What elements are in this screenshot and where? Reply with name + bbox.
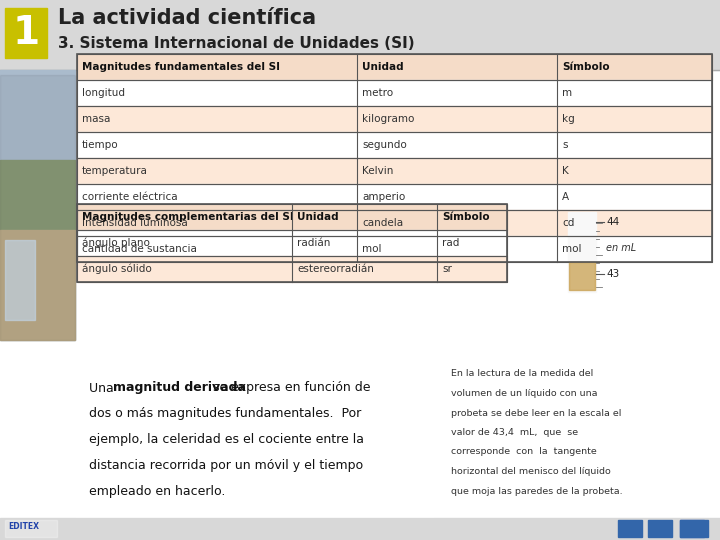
Bar [77,256,507,282]
Text: 1: 1 [12,14,40,52]
Text: Símbolo: Símbolo [562,62,610,72]
Bar [77,106,712,132]
Text: m: m [562,88,572,98]
Bar [77,158,712,184]
Bar [77,230,507,256]
Text: 44: 44 [606,217,619,227]
Text: se expresa en función de: se expresa en función de [209,381,371,395]
Bar [77,80,712,106]
Bar [77,54,712,80]
Bar [77,54,712,80]
Text: En la lectura de la medida del: En la lectura de la medida del [451,369,593,379]
Bar [0,75,75,340]
Bar [77,184,712,210]
Text: mol: mol [362,244,382,254]
Bar [77,106,712,132]
Text: estereorradián: estereorradián [297,264,374,274]
Text: empleado en hacerlo.: empleado en hacerlo. [89,485,225,498]
Text: que moja las paredes de la probeta.: que moja las paredes de la probeta. [451,487,623,496]
Bar [77,236,712,262]
Bar [0,70,720,540]
Text: metro: metro [362,88,393,98]
Text: Símbolo: Símbolo [442,212,490,222]
Text: probeta se debe leer en la escala el: probeta se debe leer en la escala el [451,408,621,417]
Bar [648,520,672,537]
Bar [569,262,595,290]
Bar [77,132,712,158]
Text: magnitud derivada: magnitud derivada [113,381,246,395]
Text: 3. Sistema Internacional de Unidades (SI): 3. Sistema Internacional de Unidades (SI… [58,36,415,51]
Bar [0,70,75,160]
Bar [5,240,35,320]
Bar [77,158,712,184]
Bar [77,204,507,230]
Text: Magnitudes fundamentales del SI: Magnitudes fundamentales del SI [82,62,280,72]
Text: ángulo plano: ángulo plano [82,238,150,248]
Text: masa: masa [82,114,110,124]
Text: cantidad de sustancia: cantidad de sustancia [82,244,197,254]
Bar [568,212,596,292]
Text: corresponde  con  la  tangente: corresponde con la tangente [451,448,597,456]
Text: La actividad científica: La actividad científica [58,8,316,28]
Text: ejemplo, la celeridad es el cociente entre la: ejemplo, la celeridad es el cociente ent… [89,434,364,447]
Text: en mL: en mL [606,243,636,253]
Text: mol: mol [562,244,582,254]
Text: valor de 43,4  mL,  que  se: valor de 43,4 mL, que se [451,428,578,437]
Text: sr: sr [442,264,452,274]
Text: Una: Una [89,381,118,395]
Bar [0,518,720,540]
Bar [680,520,708,537]
Bar [0,0,720,70]
Bar [445,360,707,515]
Bar [77,210,712,236]
Text: 43: 43 [606,269,619,279]
Text: candela: candela [362,218,403,228]
Text: corriente eléctrica: corriente eléctrica [82,192,178,202]
Bar [618,520,642,537]
Text: Unidad: Unidad [362,62,404,72]
Text: dos o más magnitudes fundamentales.  Por: dos o más magnitudes fundamentales. Por [89,408,361,421]
Bar [5,8,47,58]
Bar [0,160,75,230]
Text: radián: radián [297,238,330,248]
Text: segundo: segundo [362,140,407,150]
Bar [77,184,712,210]
Text: tiempo: tiempo [82,140,119,150]
Text: intensidad luminosa: intensidad luminosa [82,218,188,228]
Text: longitud: longitud [82,88,125,98]
Text: volumen de un líquido con una: volumen de un líquido con una [451,389,598,398]
Bar [0,230,75,340]
Text: amperio: amperio [362,192,405,202]
Text: rad: rad [442,238,459,248]
Bar [0,75,75,340]
Bar [77,210,712,236]
Bar [77,80,712,106]
Text: Magnitudes complementarias del SI: Magnitudes complementarias del SI [82,212,294,222]
Text: Kelvin: Kelvin [362,166,393,176]
Bar [680,520,704,537]
Bar [77,230,507,256]
Text: K: K [562,166,569,176]
Text: temperatura: temperatura [82,166,148,176]
Bar [77,236,712,262]
Text: kilogramo: kilogramo [362,114,415,124]
Text: ángulo sólido: ángulo sólido [82,264,152,274]
Text: s: s [562,140,567,150]
Bar [5,520,57,537]
Text: cd: cd [562,218,575,228]
Text: A: A [562,192,569,202]
Bar [77,132,712,158]
Text: distancia recorrida por un móvil y el tiempo: distancia recorrida por un móvil y el ti… [89,460,363,472]
Text: kg: kg [562,114,575,124]
Bar [77,256,507,282]
Bar [77,204,507,230]
Text: Unidad: Unidad [297,212,338,222]
Bar [77,360,432,515]
Bar [77,204,507,282]
Text: horizontal del menisco del líquido: horizontal del menisco del líquido [451,467,611,476]
Text: EDITEX: EDITEX [8,522,39,531]
Bar [77,54,712,262]
